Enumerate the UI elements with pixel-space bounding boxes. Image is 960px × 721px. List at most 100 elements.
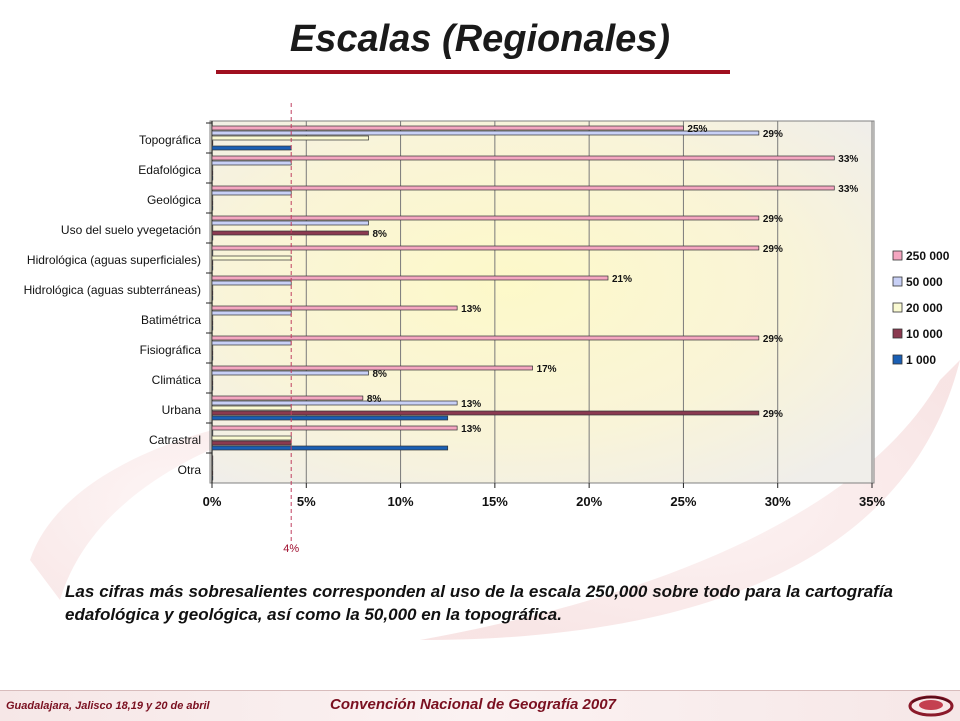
data-label: 29% — [763, 214, 783, 225]
bar — [211, 275, 609, 281]
legend-swatch — [892, 250, 903, 261]
bar — [211, 225, 214, 231]
bar — [211, 315, 214, 321]
category-label: Climática — [152, 373, 202, 387]
legend-entry: 10 000 — [906, 327, 943, 341]
bar — [211, 195, 214, 201]
bar — [211, 475, 214, 481]
x-tick-label: 25% — [670, 494, 696, 509]
legend-swatch — [892, 276, 903, 287]
bar — [211, 290, 214, 296]
x-tick-label: 5% — [297, 494, 316, 509]
bar — [211, 160, 292, 166]
bar — [211, 165, 214, 171]
slide-title: Escalas (Regionales) — [289, 18, 671, 60]
bar-chart: Topográfica Edafológica Geológica Uso del s… — [24, 103, 950, 555]
category-label: Fisiográfica — [140, 343, 202, 357]
bar — [211, 130, 760, 136]
bar — [211, 350, 214, 356]
data-label: 8% — [367, 394, 382, 405]
legend-entry: 250 000 — [906, 249, 950, 263]
bar — [211, 185, 835, 191]
data-label: 17% — [537, 364, 557, 375]
bar — [211, 285, 214, 291]
bar — [211, 440, 292, 446]
bar — [211, 235, 214, 241]
bar — [211, 340, 292, 346]
bar — [211, 175, 214, 181]
legend-swatch — [892, 302, 903, 313]
data-label: 21% — [612, 274, 632, 285]
bar — [211, 265, 214, 271]
legend-swatch — [892, 354, 903, 365]
x-tick-label: 30% — [765, 494, 791, 509]
bar — [211, 170, 214, 176]
legend-entry: 50 000 — [906, 275, 943, 289]
caption-text: Las cifras más sobresalientes correspond… — [65, 582, 893, 624]
bar — [211, 220, 369, 226]
bar — [211, 400, 458, 406]
bar — [211, 260, 214, 266]
bar — [211, 375, 214, 381]
bar — [211, 410, 760, 416]
x-tick-label: 15% — [482, 494, 508, 509]
bar — [211, 325, 214, 331]
data-label: 13% — [461, 424, 481, 435]
category-label: Batimétrica — [141, 313, 201, 327]
category-label: Edafológica — [138, 163, 201, 177]
x-tick-label: 35% — [859, 494, 885, 509]
bar — [211, 255, 292, 261]
footer-event-name: Convención Nacional de Geografía 2007 — [330, 696, 616, 713]
data-label: 13% — [461, 399, 481, 410]
data-label: 13% — [461, 304, 481, 315]
bar — [211, 310, 292, 316]
bar — [211, 125, 684, 131]
bar — [211, 370, 369, 376]
reference-line-label: 4% — [283, 543, 299, 555]
bar — [211, 200, 214, 206]
convention-logo — [908, 695, 954, 717]
footer-bar — [0, 690, 960, 721]
category-label: Hidrológica (aguas superficiales) — [27, 253, 201, 267]
x-tick-label: 20% — [576, 494, 602, 509]
legend-swatch — [892, 328, 903, 339]
data-label: 29% — [763, 334, 783, 345]
bar — [211, 305, 458, 311]
bar — [211, 465, 214, 471]
bar — [211, 445, 449, 451]
category-label: Catrastral — [149, 433, 201, 447]
bar — [211, 245, 760, 251]
legend-entry: 20 000 — [906, 301, 943, 315]
data-label: 33% — [838, 184, 858, 195]
data-label: 29% — [763, 244, 783, 255]
data-label: 29% — [763, 129, 783, 140]
bar — [211, 215, 760, 221]
bar — [211, 355, 214, 361]
bar — [211, 470, 214, 476]
bar — [211, 320, 214, 326]
bar — [211, 145, 292, 151]
bar — [211, 405, 292, 411]
bar — [211, 385, 214, 391]
footer-location: Guadalajara, Jalisco 18,19 y 20 de abril — [6, 700, 210, 712]
data-label: 33% — [838, 154, 858, 165]
bar — [211, 295, 214, 301]
plot-area — [209, 120, 875, 484]
bar — [211, 280, 292, 286]
bar — [211, 455, 214, 461]
category-label: Geológica — [147, 193, 201, 207]
category-label: Uso del suelo yvegetación — [61, 223, 201, 237]
bar — [211, 155, 835, 161]
bar — [211, 435, 292, 441]
title-underline — [216, 70, 730, 74]
bar — [211, 415, 449, 421]
data-label: 8% — [373, 229, 388, 240]
category-label: Otra — [178, 463, 202, 477]
bar — [211, 430, 214, 436]
bar — [211, 380, 214, 386]
bar — [211, 395, 364, 401]
bar — [211, 205, 214, 211]
bar — [211, 425, 458, 431]
bar — [211, 250, 214, 256]
